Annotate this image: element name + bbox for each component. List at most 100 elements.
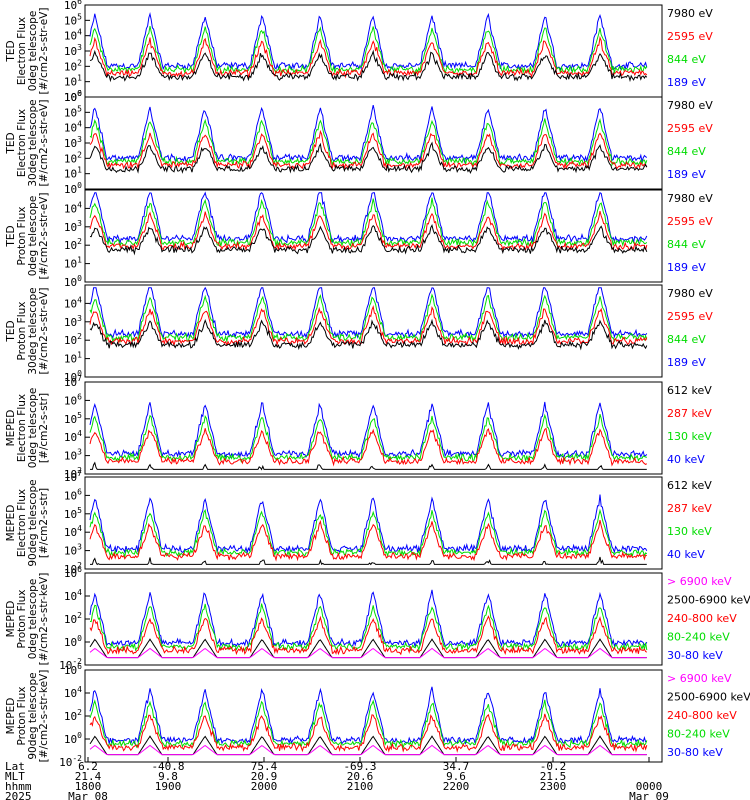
y-axis-label: MEPEDProton Flux0deg telescope[#/cm2-s-s…	[5, 573, 50, 666]
series-trace	[89, 589, 648, 649]
y-axis-label-line: Proton Flux	[16, 686, 28, 745]
y-tick-label: 100	[64, 181, 82, 196]
y-axis-label-line: TED	[5, 320, 17, 342]
y-axis-label-line: Electron Flux	[16, 394, 28, 462]
series-trace	[89, 141, 648, 175]
y-tick-label: 104	[64, 295, 82, 310]
panel-3: 100 101 102 103 104 TEDProton Flux0deg telesc…	[5, 189, 713, 289]
y-axis-label-line: MEPED	[5, 505, 17, 542]
series-trace	[89, 413, 647, 463]
legend-entry: 2595 eV	[667, 30, 713, 43]
y-axis-label-line: Proton Flux	[16, 589, 28, 648]
legend-entry: 40 keV	[667, 453, 705, 466]
x-tick-label-date: Mar 08	[68, 790, 108, 800]
y-tick-label: 100	[64, 274, 82, 289]
legend-entry: 844 eV	[667, 145, 706, 158]
y-tick-label: 102	[64, 708, 82, 723]
y-axis-label-line: 90deg telescope	[27, 479, 39, 566]
y-axis-label-line: [#/cm2-s-str-eV]	[38, 8, 50, 95]
legend-entry: 30-80 keV	[667, 649, 723, 662]
y-tick-label: 104	[64, 685, 82, 700]
x-tick-label-lat: -40.8	[151, 760, 184, 773]
panel-frame	[84, 476, 663, 570]
series-trace	[89, 494, 648, 555]
x-tick-label-date: Mar 09	[629, 790, 669, 800]
y-tick-label: 107	[64, 374, 82, 389]
y-tick-label: 100	[64, 634, 82, 649]
y-axis-label-line: Electron Flux	[16, 109, 28, 177]
legend-entry: 189 eV	[667, 356, 706, 369]
legend-entry: 287 keV	[667, 407, 712, 420]
series-trace	[89, 519, 647, 562]
y-tick-label: 106	[64, 662, 82, 677]
panel-frame	[84, 381, 663, 475]
legend-entry: 7980 eV	[667, 7, 713, 20]
legend-entry: 844 eV	[667, 238, 706, 251]
legend-entry: 240-800 keV	[667, 612, 737, 625]
legend-entry: 189 eV	[667, 261, 706, 274]
y-axis-label: TEDElectron Flux0deg telescope[#/cm2-s-s…	[5, 8, 50, 95]
x-tick-label-hhmm: 2200	[443, 780, 470, 793]
legend-entry: 240-800 keV	[667, 709, 737, 722]
x-tick-label-mlt: 9.8	[158, 770, 178, 783]
x-tick-label-lat: -69.3	[343, 760, 376, 773]
x-tick-label-lat: -0.2	[540, 760, 567, 773]
legend-entry: 2595 eV	[667, 122, 713, 135]
y-axis-label-line: 90deg telescope	[27, 672, 39, 759]
y-tick-label: 102	[64, 58, 82, 73]
legend-entry: 80-240 keV	[667, 728, 730, 741]
y-tick-label: 105	[64, 506, 82, 521]
legend-entry: 80-240 keV	[667, 631, 730, 644]
series-trace	[89, 427, 648, 467]
y-tick-label: 101	[64, 166, 82, 181]
y-axis-label-line: [#/cm2-s-str-keV]	[38, 573, 50, 666]
series-trace	[89, 713, 648, 753]
legend-entry: 7980 eV	[667, 99, 713, 112]
x-tick-label-mlt: 21.4	[75, 770, 102, 783]
legend-entry: 130 keV	[667, 525, 712, 538]
y-tick-label: 105	[64, 12, 82, 27]
y-tick-label: 104	[64, 28, 82, 43]
legend-entry: 7980 eV	[667, 192, 713, 205]
y-axis-label-line: [#/cm2-s-str]	[38, 393, 50, 463]
legend-entry: 844 eV	[667, 333, 706, 346]
y-axis-label: TEDElectron Flux30deg telescope[#/cm2-s-…	[5, 99, 50, 186]
y-tick-label: 107	[64, 469, 82, 484]
legend-entry: 130 keV	[667, 430, 712, 443]
y-axis-label-line: 0deg telescope	[27, 388, 39, 469]
y-axis-label-line: Proton Flux	[16, 301, 28, 360]
y-tick-label: 103	[64, 314, 82, 329]
x-tick-label-mlt: 20.9	[251, 770, 278, 783]
x-tick-label-hhmm: 1900	[155, 780, 182, 793]
series-trace	[89, 25, 648, 75]
legend-entry: 844 eV	[667, 53, 706, 66]
y-tick-label: 105	[64, 411, 82, 426]
series-trace	[89, 210, 648, 252]
series-trace	[89, 744, 647, 756]
legend-entry: 612 keV	[667, 384, 712, 397]
x-tick-label-mlt: 21.5	[540, 770, 567, 783]
y-tick-label: 104	[64, 120, 82, 135]
x-row-label-lat: Lat	[5, 760, 25, 773]
series-trace	[89, 286, 648, 340]
panel-frame	[84, 96, 663, 190]
series-trace	[89, 603, 648, 652]
y-tick-label: 101	[64, 256, 82, 271]
legend-entry: 2500-6900 keV	[667, 594, 750, 607]
y-tick-label: 103	[64, 448, 82, 463]
legend-entry: 287 keV	[667, 502, 712, 515]
y-tick-label: 106	[64, 89, 82, 104]
y-tick-label: 104	[64, 524, 82, 539]
y-tick-label: 106	[64, 565, 82, 580]
y-axis-label-line: MEPED	[5, 601, 17, 638]
y-tick-label: 102	[64, 150, 82, 165]
legend-entry: 2595 eV	[667, 215, 713, 228]
series-trace	[89, 401, 648, 460]
y-tick-label: 106	[64, 0, 82, 12]
